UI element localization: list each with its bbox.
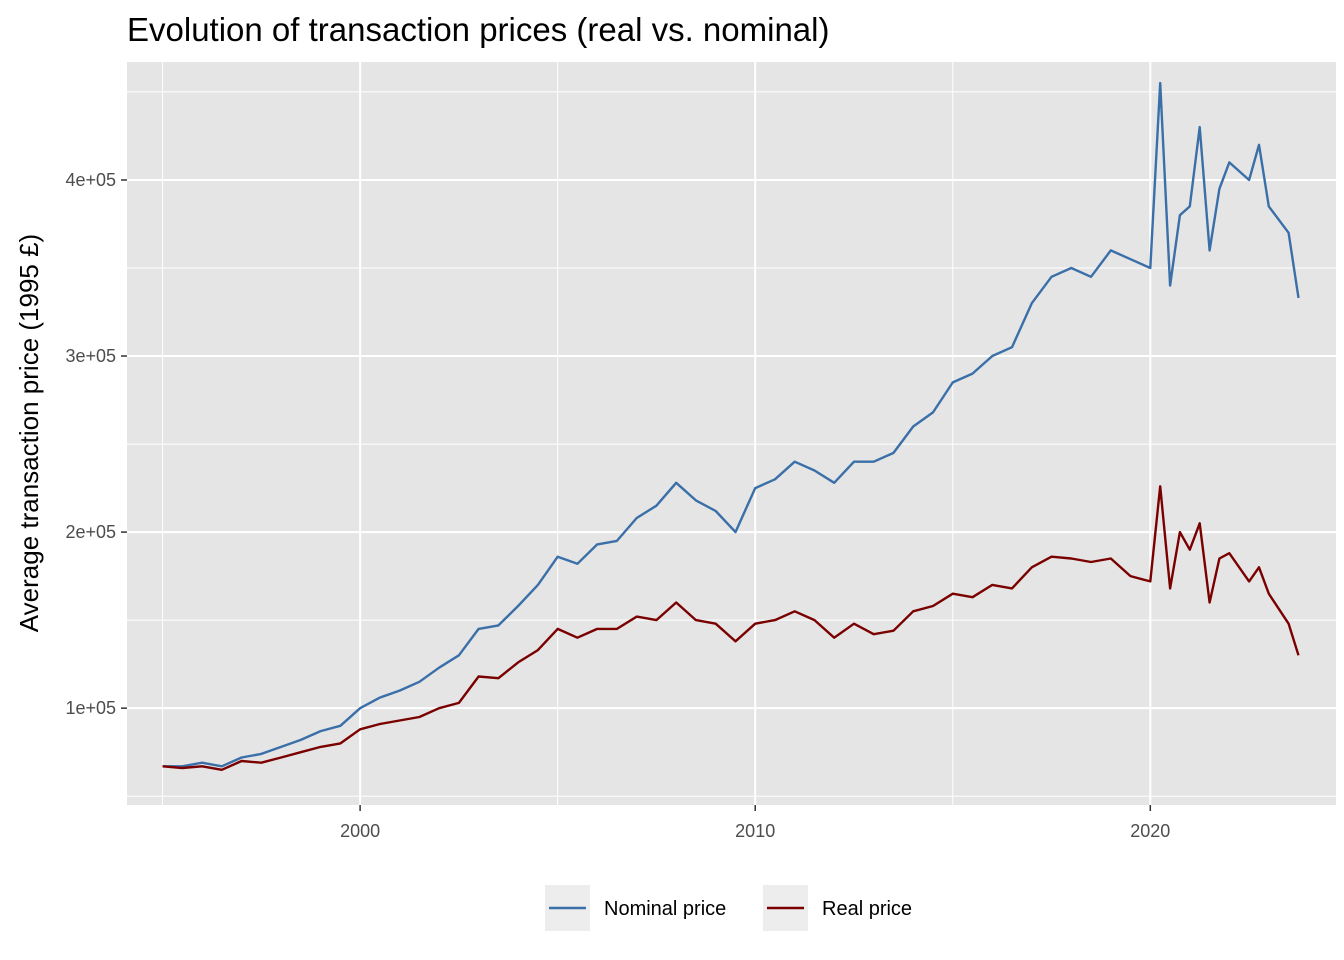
series-line-real bbox=[162, 485, 1300, 771]
x-tick-label: 2020 bbox=[1130, 821, 1170, 841]
x-tick-label: 2010 bbox=[735, 821, 775, 841]
legend-label: Nominal price bbox=[604, 898, 726, 920]
legend-label: Real price bbox=[822, 898, 912, 920]
series-layer bbox=[162, 81, 1300, 771]
x-tick-label: 2000 bbox=[340, 821, 380, 841]
grid bbox=[127, 62, 1336, 805]
y-axis-label: Average transaction price (1995 £) bbox=[14, 234, 44, 632]
legend: Nominal price Real price bbox=[545, 885, 912, 931]
x-axis: 2000 2010 2020 bbox=[340, 805, 1170, 841]
y-tick-label: 2e+05 bbox=[65, 522, 116, 542]
y-axis: 1e+05 2e+05 3e+05 4e+05 bbox=[65, 170, 127, 718]
y-tick-label: 3e+05 bbox=[65, 346, 116, 366]
y-tick-label: 1e+05 bbox=[65, 698, 116, 718]
series-line-nominal bbox=[162, 81, 1300, 768]
chart-title: Evolution of transaction prices (real vs… bbox=[127, 11, 829, 48]
plot-panel bbox=[127, 62, 1336, 805]
y-tick-label: 4e+05 bbox=[65, 170, 116, 190]
